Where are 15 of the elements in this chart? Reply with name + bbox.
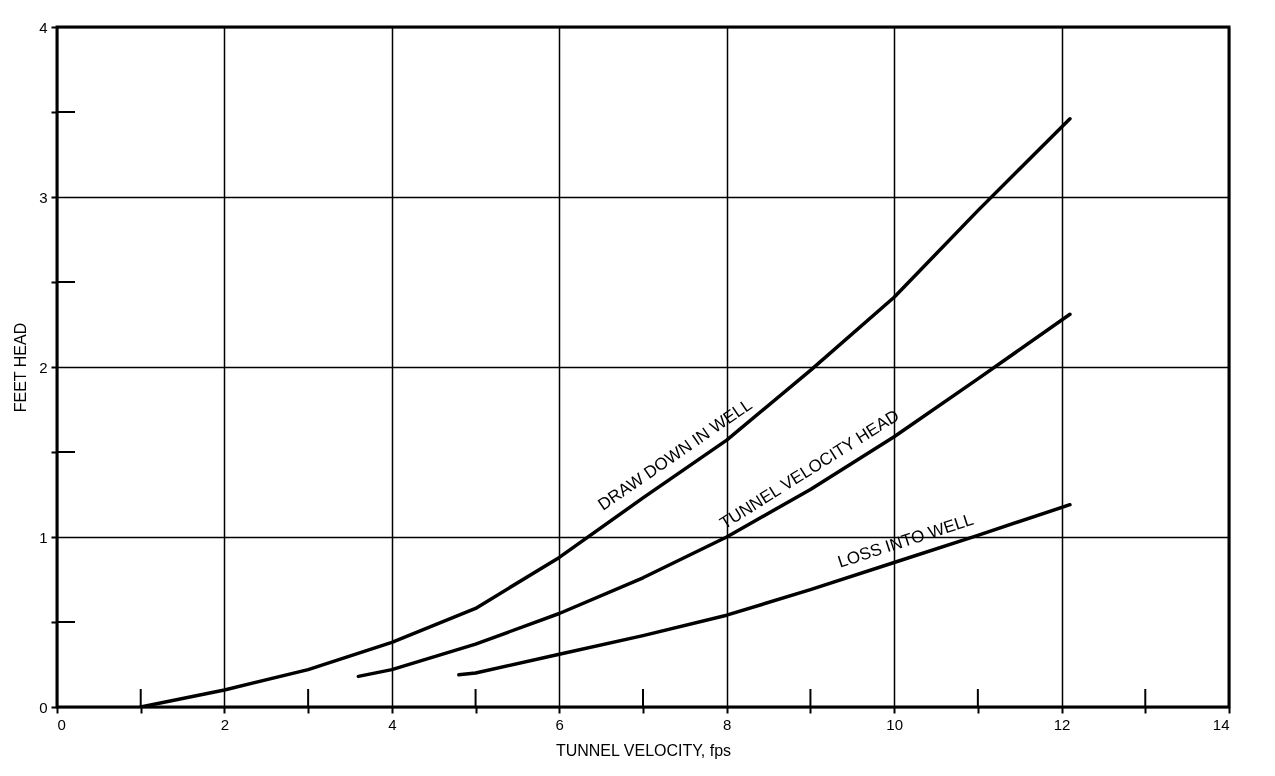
- x-tick-label: 8: [723, 715, 732, 733]
- x-tick-label: 10: [886, 715, 903, 733]
- y-tick-label: 1: [39, 528, 48, 546]
- y-tick-label: 4: [39, 18, 48, 36]
- x-tick-label: 14: [1212, 715, 1230, 733]
- x-tick-label: 4: [388, 715, 397, 733]
- x-tick-label: 6: [555, 715, 564, 733]
- x-tick-label: 12: [1053, 715, 1071, 733]
- x-axis-title: TUNNEL VELOCITY, fps: [555, 741, 732, 759]
- x-tick-label: 0: [57, 715, 66, 733]
- x-tick-label: 2: [220, 715, 230, 733]
- y-tick-label: 2: [39, 358, 48, 376]
- y-tick-label: 0: [39, 698, 48, 716]
- y-axis-title: FEET HEAD: [12, 322, 30, 413]
- y-tick-label: 3: [39, 188, 48, 206]
